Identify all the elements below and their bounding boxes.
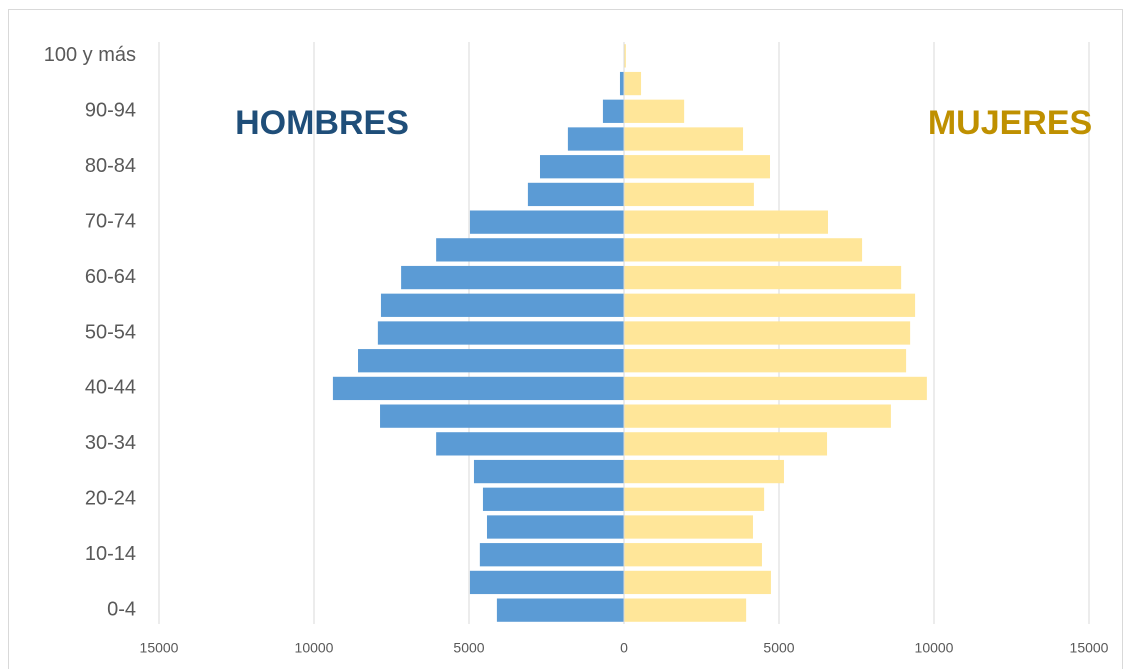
y-tick-label: 40-44 [85,377,136,399]
y-tick-label: 90-94 [85,100,136,122]
bar [380,404,624,428]
bar [624,71,642,96]
bar [377,321,624,345]
bar [602,99,624,123]
bar [624,321,911,345]
x-tick-label: 5000 [763,640,794,656]
bar [469,210,624,234]
x-tick-label: 10000 [295,640,334,656]
x-tick-label: 15000 [1070,640,1109,656]
y-tick-label: 10-14 [85,543,136,565]
bar [624,127,744,151]
bar [624,182,754,207]
y-tick-label: 20-24 [85,488,136,510]
bar [567,127,624,151]
bar [436,238,624,262]
bar [332,376,624,401]
y-tick-label: 30-34 [85,432,136,454]
bar [624,543,762,567]
x-tick-label: 5000 [453,640,484,656]
y-tick-label: 0-4 [107,598,136,620]
bar [624,570,771,595]
annotation: MUJERES [928,104,1092,142]
bar [496,598,624,622]
bar [469,570,624,595]
bar [473,459,624,484]
x-tick-label: 15000 [140,640,179,656]
y-tick-label: 50-54 [85,321,136,343]
bar [624,376,927,401]
bar [624,99,685,123]
bar [624,487,765,511]
bar [539,155,624,179]
bar [624,210,828,234]
bar [380,293,624,317]
x-tick-label: 0 [620,640,628,656]
bar [624,459,784,484]
y-tick-label: 60-64 [85,266,136,288]
bar [624,293,916,317]
y-tick-label: 70-74 [85,210,136,232]
bar [624,404,891,428]
bar [624,155,771,179]
bar [624,44,626,68]
bar [619,71,624,96]
bar [624,265,902,290]
bar [527,182,624,207]
y-tick-label: 100 y más [44,44,136,66]
bar [401,265,624,290]
bar [486,515,624,539]
bar [624,349,907,373]
bar [624,432,828,456]
bar [624,238,863,262]
y-tick-label: 80-84 [85,155,136,177]
bar [479,543,624,567]
bar [624,598,747,622]
annotation: HOMBRES [235,104,409,142]
x-tick-label: 10000 [915,640,954,656]
bar [482,487,624,511]
bar [624,515,753,539]
bar [358,349,624,373]
bar [436,432,624,456]
